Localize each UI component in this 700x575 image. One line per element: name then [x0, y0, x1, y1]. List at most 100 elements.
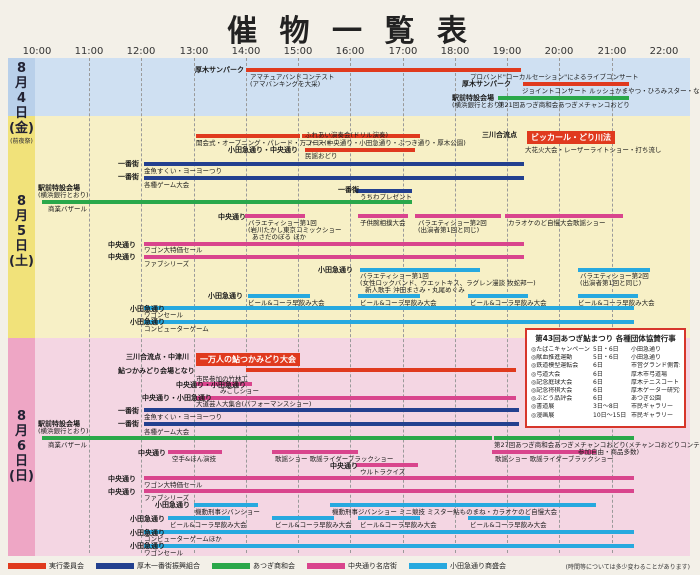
- sponsor-event-place: 市民ギャラリー: [631, 411, 674, 419]
- venue-label: 厚木サンパーク: [462, 80, 511, 88]
- sponsor-event-place: 厚木テニスコート: [631, 378, 680, 386]
- venue-label: 小田急通り: [130, 542, 165, 550]
- event-label: 機動刑事ジバンショー ミニ競技 ミスター鮎ものまね・カラオケのど自慢大会: [332, 508, 558, 516]
- legend-item: 実行委員会: [8, 561, 84, 571]
- hour-label: 17:00: [388, 46, 418, 57]
- event-bar: [492, 450, 596, 454]
- event-bar: [246, 368, 516, 372]
- event-label: (女性ロックバンド、ウエットキス、ラグレン漫談 牧蛇邦一): [360, 279, 536, 287]
- event-bar: [144, 306, 634, 310]
- sponsor-event-name: ◎漫画展: [531, 411, 555, 419]
- hour-label: 22:00: [649, 46, 679, 57]
- event-label: 参加自由・商品多数): [578, 448, 640, 456]
- sponsor-box-rows: ◎たばこキャンペーン 5日・6日 小田急通り ◎献血推進運動 5日・6日 小田急通り ◎鉄道…: [527, 346, 684, 420]
- day-band-aug4: [8, 58, 690, 116]
- event-label: ワゴンセール: [144, 311, 183, 319]
- venue-label: 中央通り・小田急通り: [142, 394, 212, 402]
- page-title: 催 物 一 覧 表: [227, 14, 473, 49]
- event-label: (アマバンキングを大采): [250, 80, 321, 88]
- sponsor-event-date: 3日～8日: [593, 403, 619, 411]
- venue-label: 駅前特設会場: [38, 184, 80, 192]
- event-bar: [194, 503, 258, 507]
- sponsor-event-date: 5日・6日: [593, 346, 619, 353]
- event-label: ビール&コーラ早飲み大会: [470, 299, 547, 307]
- grid-line: [612, 58, 613, 553]
- venue-label: 小田急通り: [208, 292, 243, 300]
- sponsor-row: ◎献血推進運動 5日・6日 小田急通り: [527, 354, 684, 362]
- event-bar: [330, 503, 596, 507]
- venue-label: 小田急通り: [130, 515, 165, 523]
- highlight-event-label: 一万人の鮎つかみどり大会: [196, 353, 300, 366]
- venue-label: 中央通り: [108, 475, 136, 483]
- event-bar: [358, 214, 408, 218]
- day-label-column-4: [8, 58, 35, 116]
- venue-label: 駅前特設会場: [452, 94, 494, 102]
- event-label: ビール&コーラ早飲み大会: [275, 521, 352, 529]
- event-bar: [358, 294, 420, 298]
- event-bar: [144, 320, 634, 324]
- hour-label: 16:00: [335, 46, 365, 57]
- event-bar: [523, 82, 629, 86]
- sponsor-event-date: 5日・6日: [593, 354, 619, 362]
- sponsor-event-name: ◎ぶどう品評会: [531, 395, 573, 403]
- sponsor-row: ◎記念将棋大会 6日 厚木ゲーター研究会: [527, 387, 684, 395]
- venue-label: 一番街: [118, 420, 139, 428]
- hour-label: 10:00: [22, 46, 52, 57]
- venue-label: 小田急通り: [155, 501, 190, 509]
- event-label: ファブシリーズ: [144, 494, 190, 502]
- sponsor-event-name: ◎記念将棋大会: [531, 387, 573, 395]
- event-label: 大道芸人大集合(パフォーマンスショー): [196, 400, 312, 408]
- legend-item: あつぎ商和会: [212, 561, 295, 571]
- sponsor-event-name: ◎献血推進運動: [531, 354, 573, 362]
- venue-label: 鮎つかみどり会場となり: [118, 367, 195, 375]
- event-bar: [494, 436, 634, 440]
- event-label: 各種ゲーム大会: [144, 181, 190, 189]
- venue-label: 小田急通り: [130, 318, 165, 326]
- legend-swatch: [212, 563, 250, 569]
- venue-label: 小田急通り: [130, 305, 165, 313]
- sponsor-event-name: ◎記念庭球大会: [531, 378, 573, 386]
- day-label-aug5: 8 月 5 日 (土): [9, 194, 34, 269]
- event-bar: [358, 516, 420, 520]
- grid-line: [559, 58, 560, 553]
- event-bar: [196, 134, 300, 138]
- event-label: コンピューターゲーム: [144, 325, 209, 333]
- event-bar: [144, 489, 634, 493]
- highlight-event-label: ビッカール・どり川法: [527, 131, 615, 144]
- venue-label: 一番街: [118, 160, 139, 168]
- event-bar: [144, 422, 519, 426]
- event-label: ワゴン大特価セール: [144, 246, 203, 254]
- legend-label: 実行委員会: [49, 562, 84, 570]
- event-label: 第21回あつぎ商和会あつぎメチャンコおどり: [498, 101, 630, 109]
- hour-label: 11:00: [74, 46, 104, 57]
- event-bar: [196, 396, 516, 400]
- hour-label: 15:00: [283, 46, 313, 57]
- event-bar: [168, 450, 222, 454]
- grid-line: [141, 58, 142, 553]
- event-bar: [498, 96, 629, 100]
- venue-label: 小田急通り: [318, 266, 353, 274]
- venue-label: 中央通り・小田急通り: [176, 381, 246, 389]
- legend-swatch: [8, 563, 46, 569]
- grid-line: [298, 58, 299, 553]
- event-bar: [196, 382, 252, 386]
- event-bar: [360, 268, 480, 272]
- hour-label: 14:00: [231, 46, 261, 57]
- event-label: 開会式・オープニング・パレード・万フロート: [196, 139, 333, 147]
- event-label: 商業バザール: [48, 205, 87, 213]
- day-band-aug5: [8, 116, 690, 338]
- legend-item: 小田急通り商盛会: [409, 561, 506, 571]
- grid-line: [246, 58, 247, 553]
- event-bar: [144, 162, 524, 166]
- venue-label: 小田急通り: [130, 529, 165, 537]
- event-label: ファブシリーズ: [144, 260, 190, 268]
- sponsor-event-name: ◎たばこキャンペーン: [531, 346, 590, 353]
- event-bar: [305, 148, 415, 152]
- event-bar: [144, 242, 524, 246]
- event-label: バラエティショー第2回: [580, 272, 649, 280]
- event-bar: [245, 214, 305, 218]
- event-bar: [356, 189, 412, 193]
- event-bar: [42, 436, 492, 440]
- event-label: ワゴン大特価セール: [144, 481, 203, 489]
- event-label: 空手&ほん演技: [172, 455, 217, 463]
